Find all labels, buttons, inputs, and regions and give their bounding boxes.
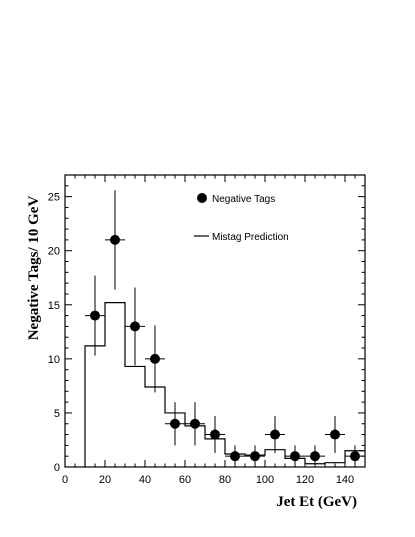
x-tick-label: 60: [179, 474, 191, 486]
data-point: [150, 353, 160, 364]
mistag-histogram: [84, 302, 365, 467]
legend-marker-negative-tags: [197, 193, 207, 203]
legend-label-mistag: Mistag Prediction: [212, 232, 289, 243]
data-point: [170, 418, 180, 429]
x-tick-label: 120: [296, 474, 314, 486]
x-axis-title: Jet Et (GeV): [276, 494, 357, 510]
x-tick-label: 80: [219, 474, 231, 486]
data-point: [210, 429, 220, 440]
data-point: [110, 234, 120, 245]
x-tick-label: 20: [99, 474, 111, 486]
data-point: [310, 451, 320, 462]
legend-label-negative-tags: Negative Tags: [212, 194, 275, 205]
data-point: [190, 418, 200, 429]
histogram-step-line: [84, 302, 365, 467]
y-tick-label: 10: [48, 354, 60, 366]
data-point: [290, 451, 300, 462]
x-tick-label: 140: [336, 474, 354, 486]
y-tick-label: 0: [54, 462, 60, 474]
y-tick-label: 5: [54, 408, 60, 420]
data-point: [250, 451, 260, 462]
y-tick-label: 15: [48, 300, 60, 312]
x-tick-label: 40: [139, 474, 151, 486]
data-point: [270, 429, 280, 440]
data-point: [350, 451, 360, 462]
data-point: [130, 321, 140, 332]
x-tick-label: 0: [62, 474, 68, 486]
legend: Negative Tags Mistag Prediction: [194, 193, 289, 243]
data-point: [230, 451, 240, 462]
data-point: [330, 429, 340, 440]
y-tick-label: 25: [48, 192, 60, 204]
y-tick-label: 20: [48, 246, 60, 258]
data-point: [90, 310, 100, 321]
y-axis-title: Negative Tags/ 10 GeV: [26, 196, 42, 341]
x-tick-label: 100: [256, 474, 274, 486]
negative-tags-points: [85, 190, 365, 467]
